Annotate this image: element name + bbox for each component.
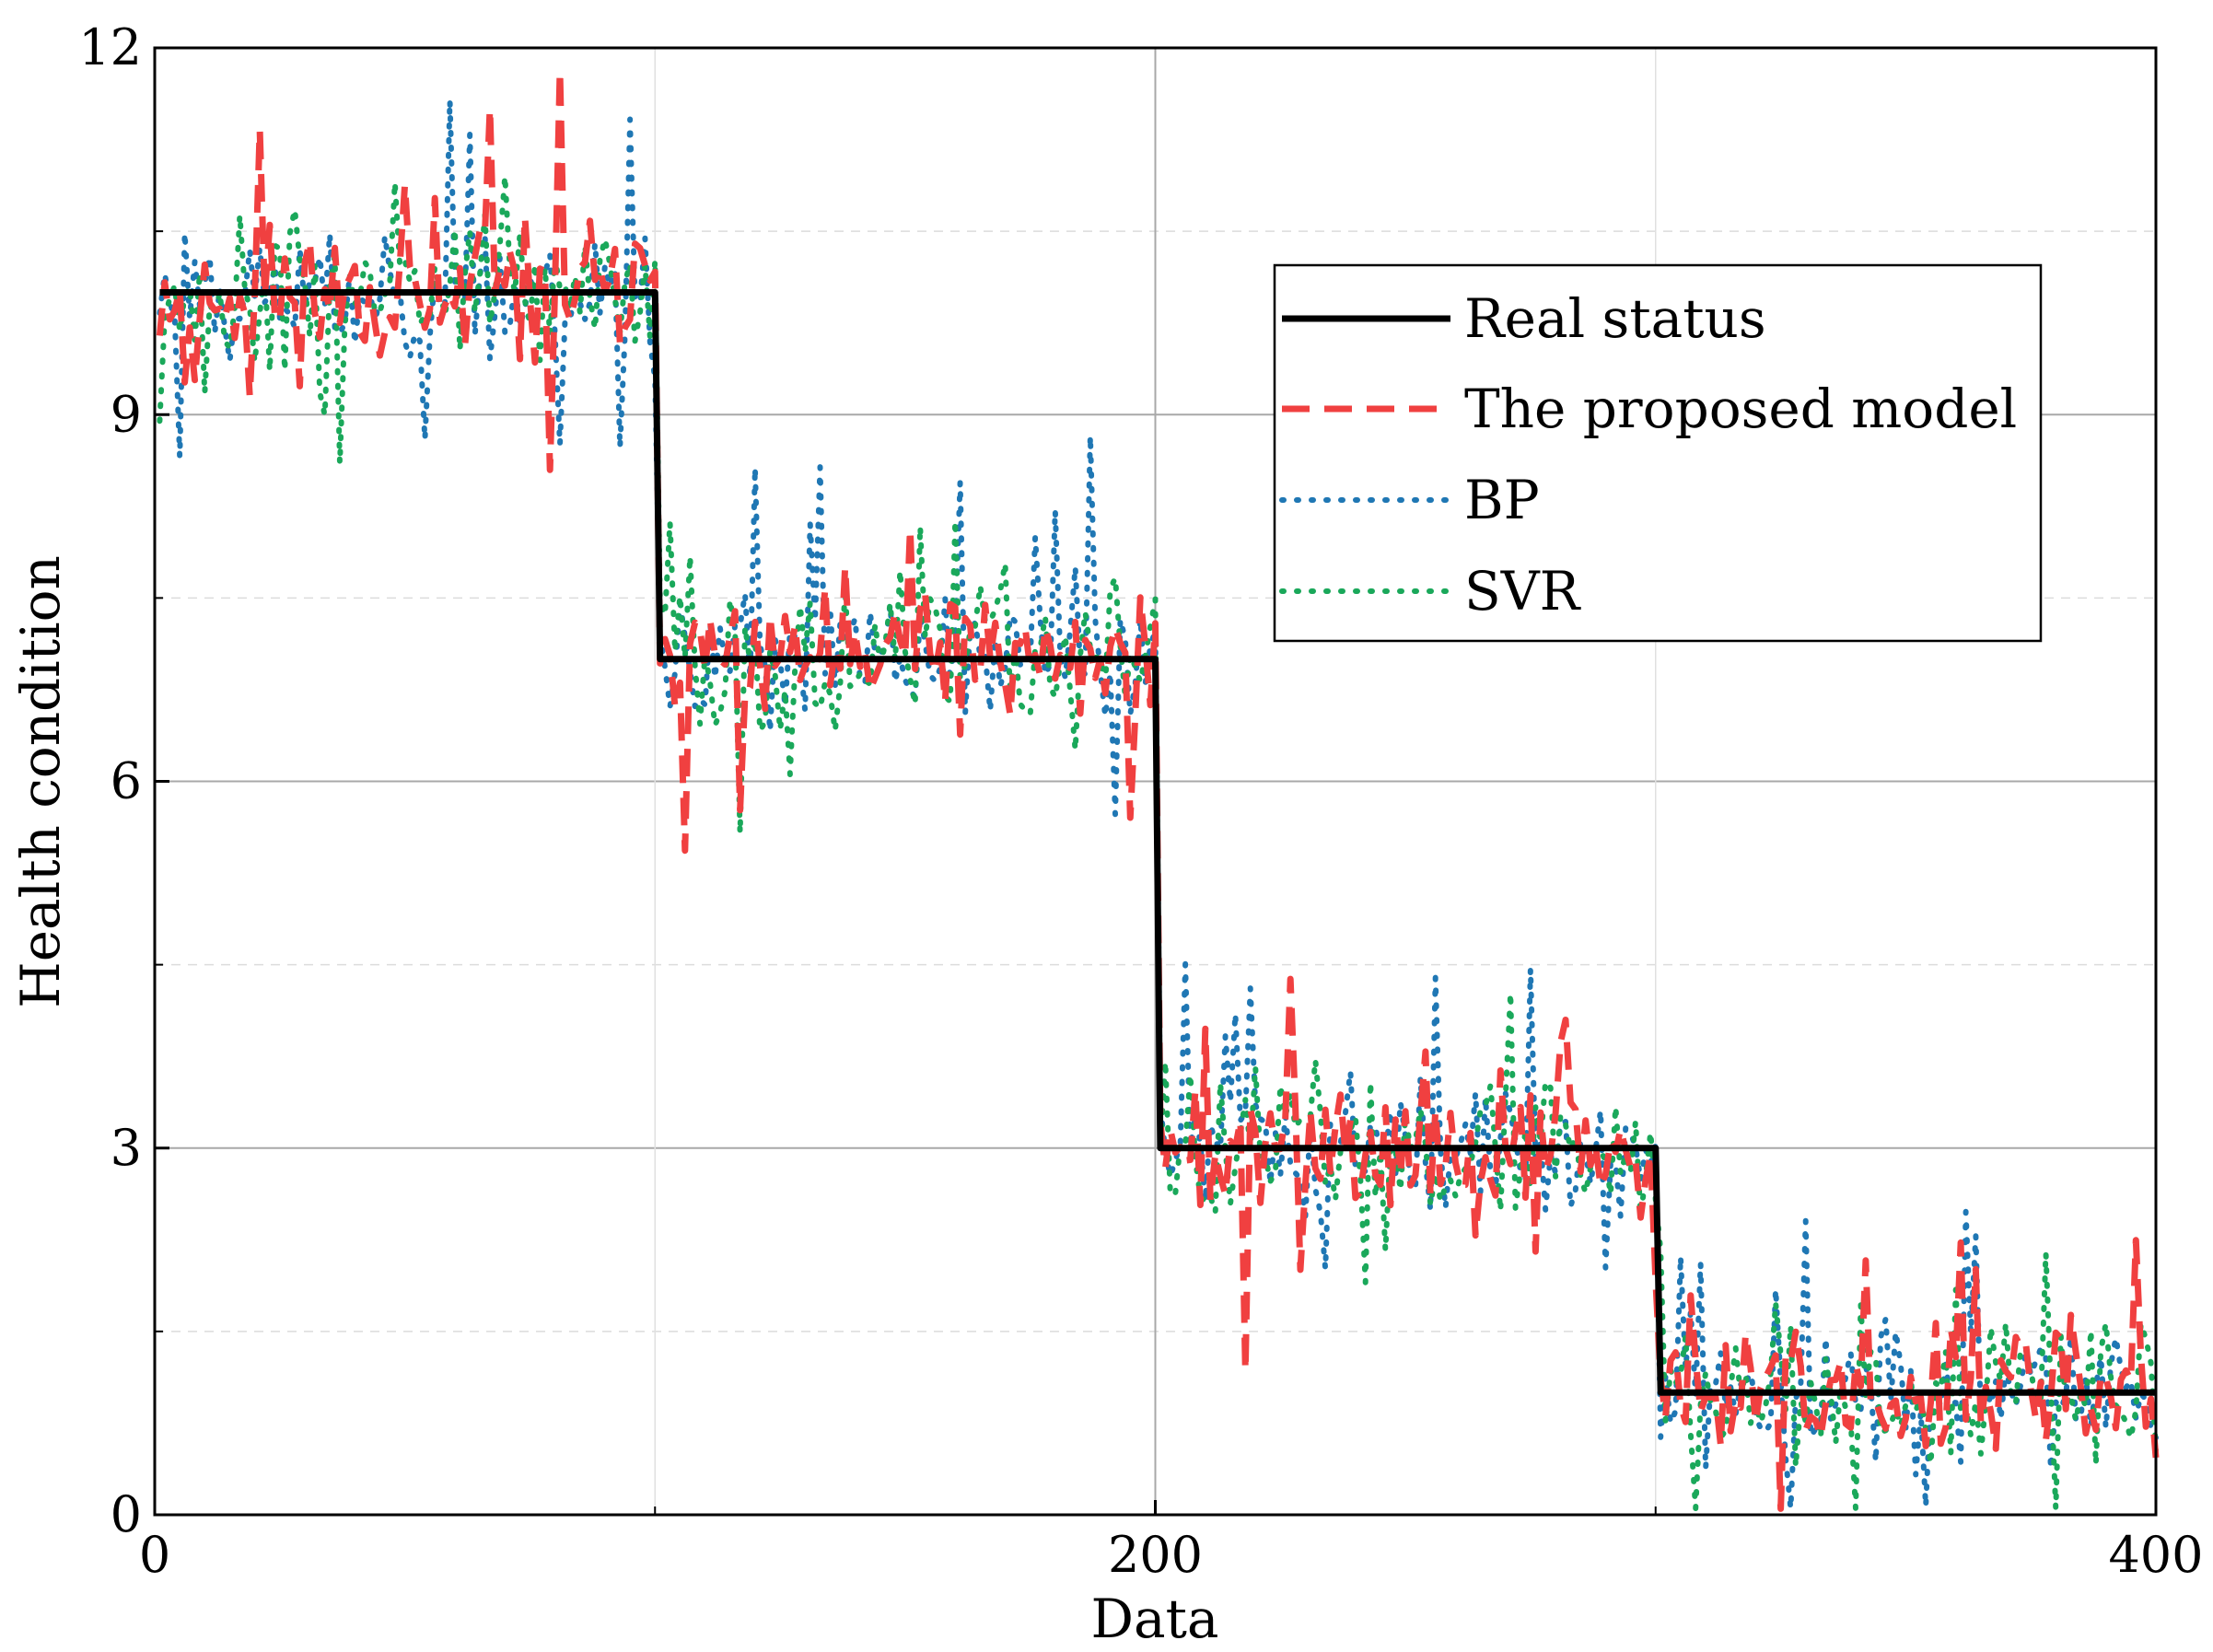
y-tick-label: 3 — [111, 1119, 142, 1177]
x-tick-label: 400 — [2108, 1526, 2203, 1584]
y-axis-title: Health condition — [9, 555, 72, 1008]
x-axis-title: Data — [1091, 1588, 1219, 1650]
y-tick-label: 6 — [111, 752, 142, 810]
y-tick-label: 12 — [78, 18, 142, 76]
y-tick-label: 0 — [111, 1485, 142, 1543]
series-line-the-proposed-model — [156, 67, 2160, 1512]
x-tick-label: 200 — [1108, 1526, 1203, 1584]
y-tick-label: 9 — [111, 385, 142, 443]
tick-labels: 0 3 6 9 12 0 200 400 — [78, 18, 2203, 1584]
legend-label-bp: BP — [1464, 469, 1540, 531]
legend-box — [1273, 263, 2043, 643]
legend-label-proposed-model: The proposed model — [1464, 378, 2017, 440]
legend-label-real-status: Real status — [1464, 287, 1766, 350]
series-line-real-status — [159, 289, 2156, 1396]
ticks — [153, 46, 2158, 1517]
x-tick-label: 0 — [139, 1526, 170, 1584]
legend: Real status The proposed model BP SVR — [1273, 263, 2043, 643]
series-layer — [156, 67, 2160, 1512]
legend-label-svr: SVR — [1464, 560, 1582, 622]
